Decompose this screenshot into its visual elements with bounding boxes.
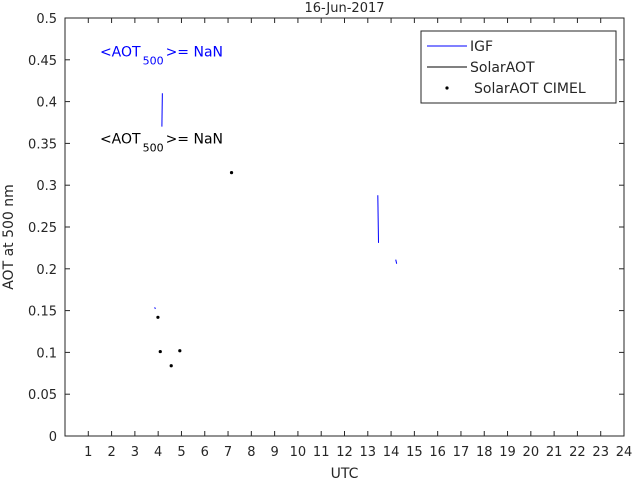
series-line-segment: [377, 195, 380, 243]
x-tick-label: 5: [177, 445, 185, 460]
series-line-segment: [395, 259, 398, 264]
x-tick-label: 15: [406, 445, 423, 460]
x-tick-label: 19: [499, 445, 516, 460]
y-tick-label: 0.5: [36, 12, 57, 27]
y-tick-label: 0.35: [28, 137, 57, 152]
y-tick-label: 0.4: [36, 96, 57, 111]
plot-frame: [64, 17, 625, 437]
x-tick-label: 12: [336, 445, 353, 460]
data-point: [178, 349, 182, 353]
x-tick-label: 16: [429, 445, 446, 460]
data-point: [229, 171, 234, 175]
y-tick-label: 0.25: [28, 221, 57, 236]
x-tick-label: 1: [84, 445, 92, 460]
data-point: [156, 315, 160, 319]
x-tick-label: 11: [313, 445, 330, 460]
legend: IGF SolarAOT SolarAOT CIMEL: [420, 30, 617, 104]
x-tick-label: 13: [360, 445, 377, 460]
y-tick-label: 0.1: [36, 346, 57, 361]
y-tick-label: 0.2: [36, 263, 57, 278]
chart-title: 16-Jun-2017: [304, 1, 384, 16]
y-tick-label: 0.45: [28, 54, 57, 69]
y-tick-label: 0.05: [28, 388, 57, 403]
x-tick-label: 18: [476, 445, 493, 460]
x-tick-label: 4: [154, 445, 162, 460]
data-point: [169, 364, 173, 368]
axis-ticks: 1 2 3 4 5 6 7 8 9 10 11 12 13 14 15 16 17 18 19 20 21 22 23 240…: [28, 12, 632, 460]
x-tick-label: 3: [131, 445, 139, 460]
x-axis-label: UTC: [331, 466, 359, 480]
mean-annotations: <AOT500>= NaN <AOT500>= NaN: [100, 44, 223, 154]
y-axis-label: AOT at 500 nm: [1, 184, 17, 290]
x-tick-label: 17: [453, 445, 470, 460]
x-tick-label: 6: [201, 445, 209, 460]
x-tick-label: 14: [383, 445, 400, 460]
legend-entry-label: SolarAOT CIMEL: [474, 81, 586, 97]
x-tick-label: 8: [247, 445, 255, 460]
x-tick-label: 24: [616, 445, 633, 460]
x-tick-label: 7: [224, 445, 232, 460]
x-tick-label: 20: [523, 445, 540, 460]
data-point: [158, 349, 162, 354]
series-line-segment: [154, 307, 156, 310]
x-tick-label: 21: [546, 445, 563, 460]
x-tick-label: 23: [592, 445, 609, 460]
x-tick-label: 9: [270, 445, 278, 460]
x-tick-label: 10: [290, 445, 307, 460]
data-marks: [154, 93, 398, 368]
x-tick-label: 22: [569, 445, 586, 460]
legend-entry-label: SolarAOT: [470, 60, 535, 76]
legend-entry-label: IGF: [470, 39, 493, 55]
mean-aot-annotation: <AOT500>= NaN: [100, 44, 223, 67]
mean-aot-annotation: <AOT500>= NaN: [100, 131, 223, 154]
y-tick-label: 0: [49, 430, 57, 445]
legend-swatch-marker: [445, 86, 449, 90]
x-tick-label: 2: [107, 445, 115, 460]
y-tick-label: 0.15: [28, 305, 57, 320]
y-tick-label: 0.3: [36, 179, 57, 194]
